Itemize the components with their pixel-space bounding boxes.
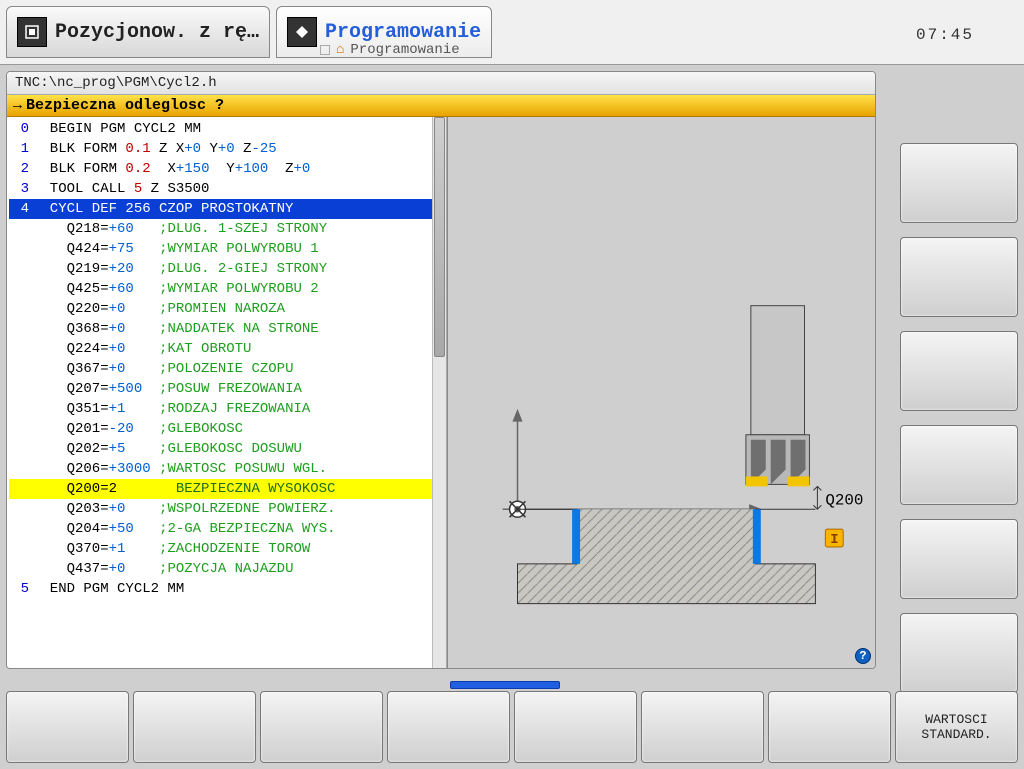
code-line[interactable]: Q220=+0 ;PROMIEN NAROZA: [9, 299, 446, 319]
tab-programming-label: Programowanie: [325, 21, 481, 44]
softkey-b7[interactable]: [768, 691, 891, 763]
softkey-r2[interactable]: [900, 237, 1018, 317]
code-line[interactable]: 4 CYCL DEF 256 CZOP PROSTOKATNY: [9, 199, 446, 219]
code-line[interactable]: Q370=+1 ;ZACHODZENIE TOROW: [9, 539, 446, 559]
softkey-b1[interactable]: [6, 691, 129, 763]
code-line[interactable]: Q437=+0 ;POZYCJA NAJAZDU: [9, 559, 446, 579]
softkey-b4[interactable]: [387, 691, 510, 763]
code-line[interactable]: 1 BLK FORM 0.1 Z X+0 Y+0 Z-25: [9, 139, 446, 159]
tab-positioning-label: Pozycjonow. z rę…: [55, 21, 259, 44]
prompt-arrow-icon: →: [13, 97, 22, 114]
code-scrollbar[interactable]: [432, 117, 446, 668]
q200-label: Q200: [825, 491, 863, 509]
code-line[interactable]: Q218=+60 ;DLUG. 1-SZEJ STRONY: [9, 219, 446, 239]
softkey-r4[interactable]: [900, 425, 1018, 505]
code-line[interactable]: Q201=-20 ;GLEBOKOSC: [9, 419, 446, 439]
softkeys-right: [900, 143, 1018, 693]
code-line[interactable]: 2 BLK FORM 0.2 X+150 Y+100 Z+0: [9, 159, 446, 179]
code-line[interactable]: 5 END PGM CYCL2 MM: [9, 579, 446, 599]
code-line[interactable]: 3 TOOL CALL 5 Z S3500: [9, 179, 446, 199]
code-line[interactable]: Q424=+75 ;WYMIAR POLWYROBU 1: [9, 239, 446, 259]
path-bar: TNC:\nc_prog\PGM\Cycl2.h: [7, 72, 875, 95]
code-line[interactable]: Q224=+0 ;KAT OBROTU: [9, 339, 446, 359]
softkey-r5[interactable]: [900, 519, 1018, 599]
softkey-r1[interactable]: [900, 143, 1018, 223]
code-editor[interactable]: 0 BEGIN PGM CYCL2 MM1 BLK FORM 0.1 Z X+0…: [7, 117, 447, 668]
help-icon[interactable]: ?: [855, 648, 871, 664]
code-line[interactable]: 0 BEGIN PGM CYCL2 MM: [9, 119, 446, 139]
tab-programming-icon: [287, 17, 317, 47]
code-line[interactable]: Q425=+60 ;WYMIAR POLWYROBU 2: [9, 279, 446, 299]
softkey-b6[interactable]: [641, 691, 764, 763]
main: TNC:\nc_prog\PGM\Cycl2.h → Bezpieczna od…: [0, 65, 1024, 769]
code-line[interactable]: Q207=+500 ;POSUW FREZOWANIA: [9, 379, 446, 399]
code-line[interactable]: Q203=+0 ;WSPOLRZEDNE POWIERZ.: [9, 499, 446, 519]
softkey-b2[interactable]: [133, 691, 256, 763]
code-line[interactable]: Q206=+3000 ;WARTOSC POSUWU WGL.: [9, 459, 446, 479]
softkey-b5[interactable]: [514, 691, 637, 763]
softkey-b8[interactable]: WARTOSCI STANDARD.: [895, 691, 1018, 763]
graphic-panel: Q200 I ?: [447, 117, 875, 668]
code-line[interactable]: Q368=+0 ;NADDATEK NA STRONE: [9, 319, 446, 339]
softkey-r3[interactable]: [900, 331, 1018, 411]
code-line[interactable]: Q351=+1 ;RODZAJ FREZOWANIA: [9, 399, 446, 419]
sub-breadcrumb-label: Programowanie: [350, 42, 459, 58]
scroll-thumb[interactable]: [434, 117, 445, 357]
clock: 07:45: [916, 26, 974, 44]
code-line[interactable]: Q200=2 BEZPIECZNA WYSOKOSC: [9, 479, 446, 499]
cycle-graphic: Q200 I: [448, 117, 875, 668]
code-line[interactable]: Q219=+20 ;DLUG. 2-GIEJ STRONY: [9, 259, 446, 279]
svg-text:I: I: [830, 532, 838, 548]
tree-icon: [320, 45, 330, 55]
home-icon: ⌂: [336, 42, 344, 58]
code-line[interactable]: Q202=+5 ;GLEBOKOSC DOSUWU: [9, 439, 446, 459]
code-line[interactable]: Q367=+0 ;POLOZENIE CZOPU: [9, 359, 446, 379]
sub-breadcrumb: ⌂ Programowanie: [320, 42, 460, 58]
tab-positioning-icon: [17, 17, 47, 47]
softkey-b3[interactable]: [260, 691, 383, 763]
softkeys-bottom: WARTOSCI STANDARD.: [6, 691, 1018, 763]
work-area: TNC:\nc_prog\PGM\Cycl2.h → Bezpieczna od…: [6, 71, 876, 669]
softkey-r6[interactable]: [900, 613, 1018, 693]
softkey-page-indicator: [450, 681, 560, 689]
code-line[interactable]: Q204=+50 ;2-GA BEZPIECZNA WYS.: [9, 519, 446, 539]
header: Pozycjonow. z rę… Programowanie ⌂ Progra…: [0, 0, 1024, 65]
prompt-bar: → Bezpieczna odleglosc ?: [7, 95, 875, 117]
prompt-text: Bezpieczna odleglosc ?: [26, 97, 224, 114]
tab-positioning[interactable]: Pozycjonow. z rę…: [6, 6, 270, 58]
